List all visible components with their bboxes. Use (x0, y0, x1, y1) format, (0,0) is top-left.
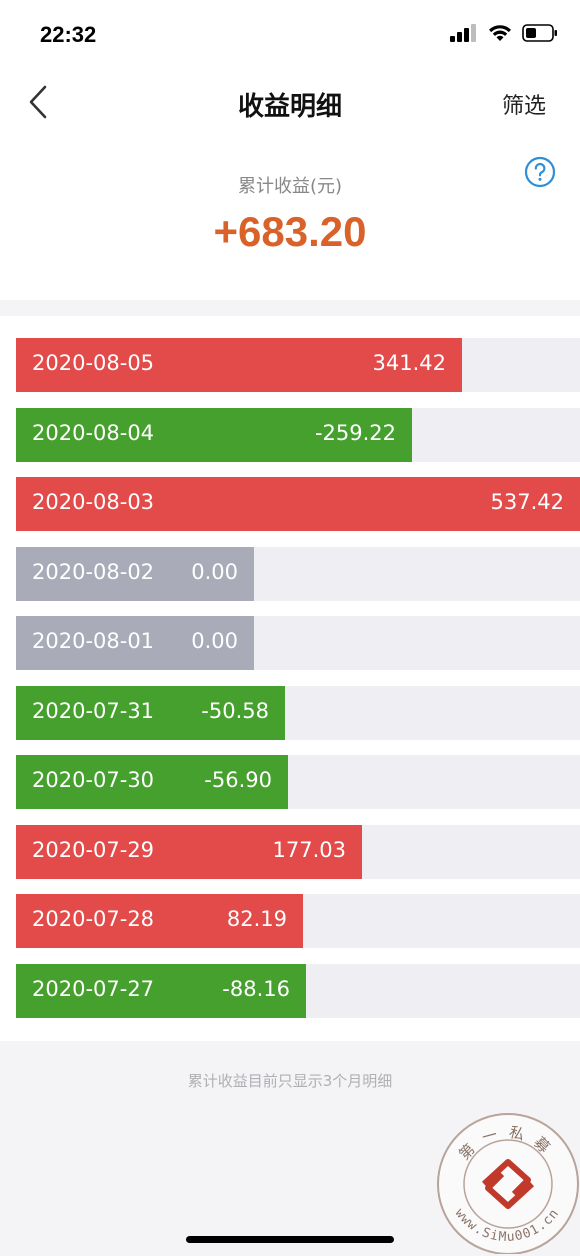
earnings-bar (16, 477, 580, 531)
earnings-value: -88.16 (222, 977, 290, 1001)
earnings-bar (16, 894, 303, 948)
battery-icon (522, 24, 557, 42)
footer-note: 累计收益目前只显示3个月明细 (187, 1072, 393, 1090)
earnings-date: 2020-08-04 (32, 421, 155, 445)
earnings-bar (16, 616, 254, 670)
earnings-bar (16, 408, 412, 462)
earnings-value: 341.42 (372, 351, 446, 375)
earnings-date: 2020-07-31 (32, 699, 155, 723)
earnings-date: 2020-07-29 (32, 838, 155, 862)
earnings-date: 2020-07-28 (32, 907, 155, 931)
daily-earnings-list: 2020-08-05 341.42 2020-08-04 -259.22 202… (0, 316, 580, 1041)
earnings-row[interactable]: 2020-07-27 -88.16 (16, 964, 580, 1018)
home-indicator[interactable] (186, 1236, 394, 1243)
earnings-date: 2020-07-27 (32, 977, 155, 1001)
earnings-bar (16, 964, 306, 1018)
earnings-date: 2020-07-30 (32, 768, 155, 792)
earnings-bar (16, 686, 285, 740)
earnings-row[interactable]: 2020-08-04 -259.22 (16, 408, 580, 462)
earnings-row[interactable]: 2020-08-05 341.42 (16, 338, 580, 392)
earnings-bar (16, 338, 462, 392)
earnings-row[interactable]: 2020-07-28 82.19 (16, 894, 580, 948)
earnings-row[interactable]: 2020-07-29 177.03 (16, 825, 580, 879)
earnings-value: 82.19 (226, 907, 287, 931)
nav-bar: 收益明细 筛选 (0, 70, 580, 136)
total-earnings-label: 累计收益(元) (237, 176, 343, 197)
filter-button[interactable]: 筛选 (501, 94, 546, 119)
earnings-row[interactable]: 2020-08-02 0.00 (16, 547, 580, 601)
watermark-logo-icon (481, 1159, 535, 1209)
wifi-icon (489, 25, 511, 41)
earnings-value: -50.58 (201, 699, 269, 723)
earnings-date: 2020-08-02 (32, 560, 155, 584)
back-button[interactable] (18, 82, 58, 122)
earnings-date: 2020-08-03 (32, 490, 155, 514)
earnings-value: 0.00 (191, 629, 238, 653)
earnings-row[interactable]: 2020-08-01 0.00 (16, 616, 580, 670)
chevron-left-icon (29, 85, 47, 119)
page-title: 收益明细 (237, 92, 342, 122)
total-earnings-value: +683.20 (213, 208, 367, 255)
total-earnings-summary: 累计收益(元) +683.20 (0, 136, 580, 300)
earnings-bar (16, 755, 288, 809)
status-time: 22:32 (40, 22, 97, 47)
earnings-row[interactable]: 2020-08-03 537.42 (16, 477, 580, 531)
status-bar: 22:32 (0, 0, 580, 70)
earnings-value: -259.22 (314, 421, 396, 445)
earnings-date: 2020-08-01 (32, 629, 155, 653)
earnings-value: 0.00 (191, 560, 238, 584)
earnings-value: 537.42 (490, 490, 564, 514)
earnings-date: 2020-08-05 (32, 351, 155, 375)
earnings-value: 177.03 (272, 838, 346, 862)
earnings-value: -56.90 (204, 768, 272, 792)
earnings-bar (16, 825, 362, 879)
status-icons (450, 24, 558, 42)
earnings-row[interactable]: 2020-07-31 -50.58 (16, 686, 580, 740)
earnings-bar (16, 547, 254, 601)
watermark-seal: 第一私募 www.SiMu001.cn (437, 1113, 579, 1254)
earnings-row[interactable]: 2020-07-30 -56.90 (16, 755, 580, 809)
question-circle-icon[interactable] (524, 156, 556, 188)
cellular-signal-icon (450, 24, 476, 42)
